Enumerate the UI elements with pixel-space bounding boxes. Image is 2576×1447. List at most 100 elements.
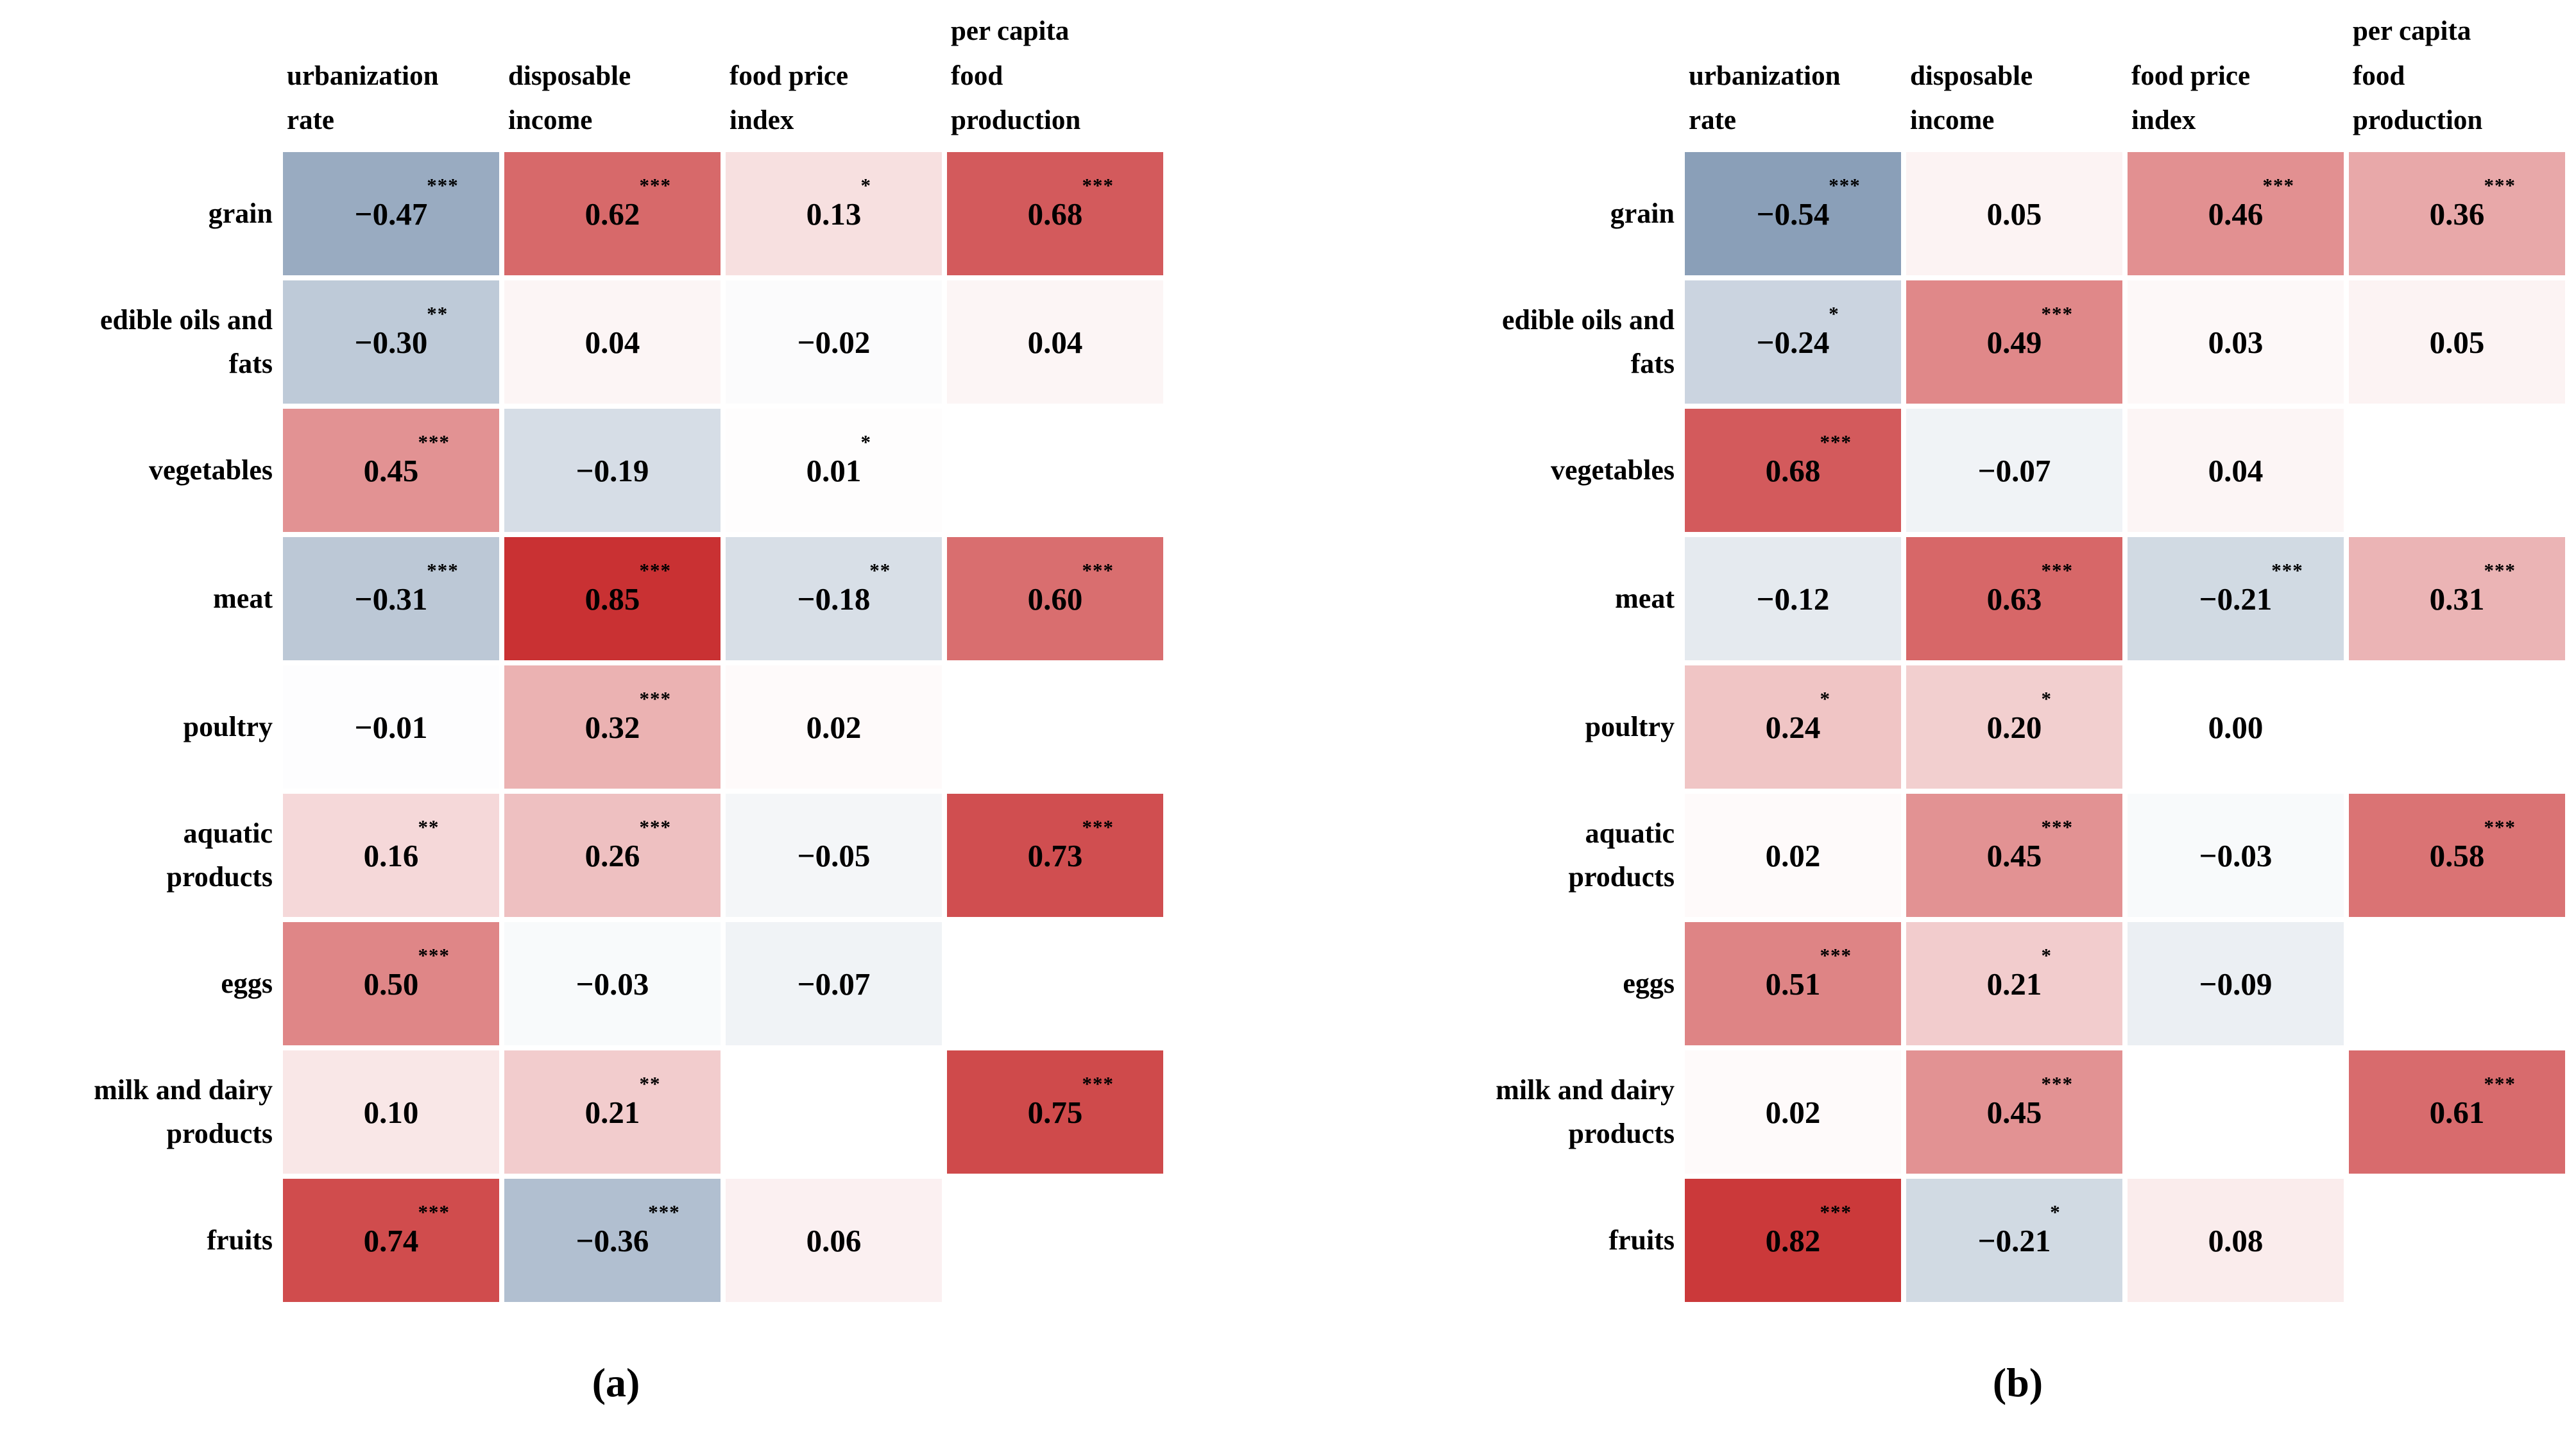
significance-stars: ** <box>427 302 448 325</box>
significance-stars: *** <box>427 558 459 581</box>
significance-stars: *** <box>639 687 672 710</box>
heatmap-cell: 0.21 ** <box>504 1050 721 1174</box>
heatmap-cell: 0.74 *** <box>283 1179 499 1302</box>
heatmap-cell: 0.31 *** <box>2349 537 2565 660</box>
row-label: vegetables <box>1550 454 1675 486</box>
heatmap-cell: −0.02 <box>726 280 942 404</box>
heatmap-cell: −0.47 *** <box>283 152 499 275</box>
row-label: vegetables <box>148 454 273 486</box>
significance-stars: *** <box>2484 815 2516 838</box>
heatmap-cell: 0.51 *** <box>1685 922 1901 1045</box>
row-label: eggs <box>1623 967 1675 999</box>
row-label: aquatic products <box>166 817 273 893</box>
heatmap-cell: 0.10 <box>283 1050 499 1174</box>
heatmap-cell: 0.61 *** <box>2349 1050 2565 1174</box>
heatmap-cell: 0.62 *** <box>504 152 721 275</box>
row-label: grain <box>208 197 273 229</box>
row-label: aquatic products <box>1568 817 1675 893</box>
significance-stars: *** <box>639 558 672 581</box>
heatmap-cell: 0.05 <box>2349 280 2565 404</box>
row-label: edible oils and fats <box>1502 304 1675 379</box>
row-label: edible oils and fats <box>100 304 273 379</box>
significance-stars: *** <box>418 1200 450 1223</box>
heatmap-cell: −0.30 ** <box>283 280 499 404</box>
significance-stars: *** <box>2041 558 2074 581</box>
heatmap-cell: 0.03 <box>2128 280 2344 404</box>
panel-a: (a) urbanization rate disposable income food… <box>0 0 1174 1447</box>
heatmap-cell: 0.32 *** <box>504 665 721 789</box>
heatmap-cell: 0.05 <box>1906 152 2122 275</box>
column-header: disposable income <box>508 60 631 136</box>
significance-stars: ** <box>869 558 891 581</box>
significance-stars: *** <box>648 1200 680 1223</box>
heatmap-cell: 0.36 *** <box>2349 152 2565 275</box>
heatmap-cell: −0.07 <box>1906 409 2122 532</box>
significance-stars: *** <box>2484 558 2516 581</box>
heatmap-cell: −0.31 *** <box>283 537 499 660</box>
heatmap-cell: 0.04 <box>504 280 721 404</box>
heatmap-cell: −0.36 *** <box>504 1179 721 1302</box>
heatmap-cell: −0.18 ** <box>726 537 942 660</box>
heatmap-cell: 0.26 *** <box>504 794 721 917</box>
significance-stars: *** <box>1082 558 1114 581</box>
row-label: meat <box>1615 582 1675 614</box>
significance-stars: *** <box>1829 173 1861 196</box>
row-label: poultry <box>1585 710 1675 742</box>
heatmap-cell: 0.45 *** <box>1906 1050 2122 1174</box>
significance-stars: *** <box>2271 558 2303 581</box>
column-header: food price index <box>729 60 849 136</box>
panel-b-caption: (b) <box>1992 1360 2043 1405</box>
column-header: per capita food production <box>2353 16 2483 136</box>
heatmap-cell: −0.03 <box>2128 794 2344 917</box>
heatmap-cell: 0.73 *** <box>947 794 1163 917</box>
heatmap-cell: 0.02 <box>1685 794 1901 917</box>
heatmap-cell: −0.21 *** <box>2128 537 2344 660</box>
heatmap-cell: −0.21 * <box>1906 1179 2122 1302</box>
row-label: milk and dairy products <box>94 1074 273 1149</box>
heatmap-cell: 0.02 <box>726 665 942 789</box>
heatmap-cell: 0.24 * <box>1685 665 1901 789</box>
row-label: fruits <box>1608 1224 1675 1256</box>
row-label: meat <box>213 582 273 614</box>
column-header: urbanization rate <box>1689 60 1841 136</box>
significance-stars: * <box>2041 943 2052 966</box>
heatmap-cell: 0.58 *** <box>2349 794 2565 917</box>
significance-stars: * <box>860 173 872 196</box>
heatmap-cell: 0.02 <box>1685 1050 1901 1174</box>
heatmap-cell: 0.49 *** <box>1906 280 2122 404</box>
significance-stars: *** <box>2484 173 2516 196</box>
heatmap-cell: 0.68 *** <box>947 152 1163 275</box>
heatmap-cell: −0.09 <box>2128 922 2344 1045</box>
significance-stars: ** <box>418 815 439 838</box>
heatmap-cell: 0.50 *** <box>283 922 499 1045</box>
row-label: poultry <box>183 710 273 742</box>
heatmap-cell: 0.63 *** <box>1906 537 2122 660</box>
significance-stars: * <box>2050 1200 2061 1223</box>
heatmap-cell: 0.06 <box>726 1179 942 1302</box>
significance-stars: * <box>2041 687 2052 710</box>
significance-stars: ** <box>639 1072 661 1095</box>
heatmap-cell: 0.04 <box>947 280 1163 404</box>
heatmap-cell: −0.03 <box>504 922 721 1045</box>
significance-stars: * <box>860 430 872 453</box>
row-label: fruits <box>207 1224 273 1256</box>
significance-stars: *** <box>1082 1072 1114 1095</box>
heatmap-cell: 0.75 *** <box>947 1050 1163 1174</box>
heatmap-cell: −0.19 <box>504 409 721 532</box>
significance-stars: *** <box>1820 430 1852 453</box>
significance-stars: *** <box>1082 173 1114 196</box>
heatmap-cell: 0.85 *** <box>504 537 721 660</box>
heatmap-cell: 0.45 *** <box>283 409 499 532</box>
significance-stars: *** <box>418 430 450 453</box>
heatmap-cell: 0.60 *** <box>947 537 1163 660</box>
significance-stars: *** <box>2041 1072 2074 1095</box>
significance-stars: *** <box>418 943 450 966</box>
heatmap-cell: −0.07 <box>726 922 942 1045</box>
significance-stars: * <box>1820 687 1831 710</box>
row-label: grain <box>1610 197 1675 229</box>
heatmap-cell: −0.01 <box>283 665 499 789</box>
significance-stars: *** <box>1082 815 1114 838</box>
heatmap-cell: −0.05 <box>726 794 942 917</box>
heatmap-cell: 0.68 *** <box>1685 409 1901 532</box>
